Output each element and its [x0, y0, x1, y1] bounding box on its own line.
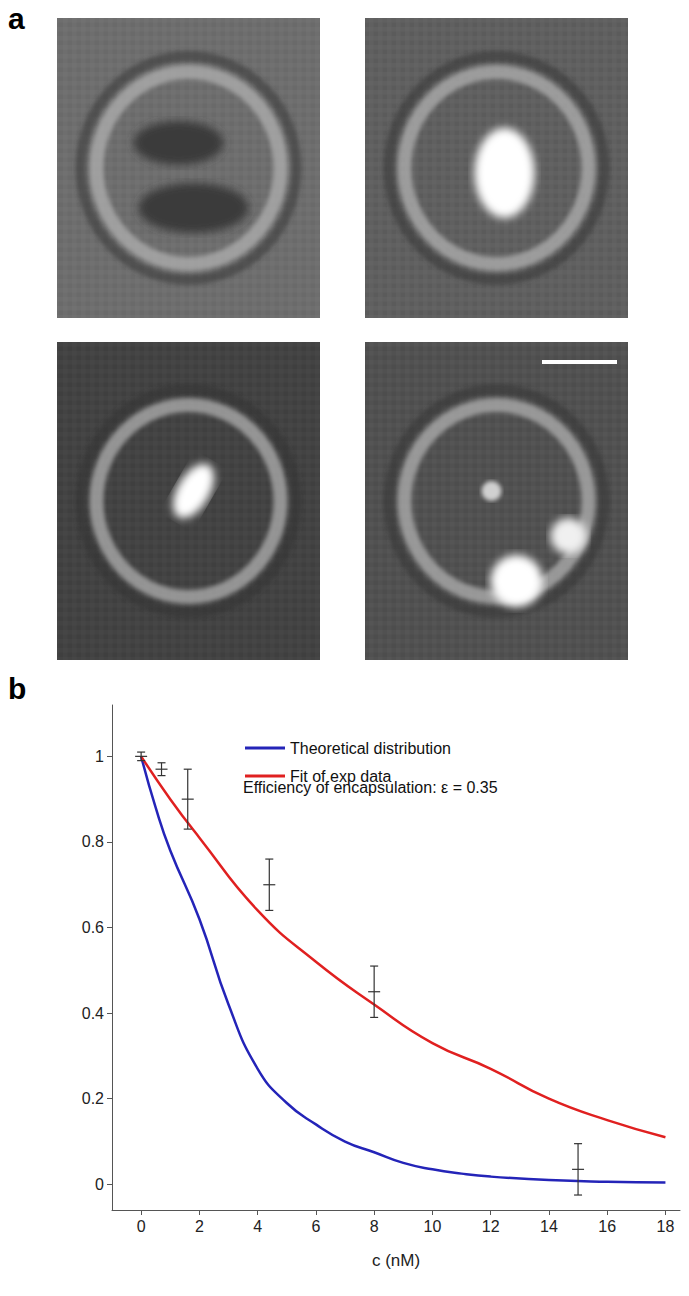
svg-text:0: 0	[137, 1218, 146, 1235]
svg-text:16: 16	[598, 1218, 616, 1235]
svg-text:c (nM): c (nM)	[372, 1251, 420, 1270]
svg-text:0.8: 0.8	[82, 833, 104, 850]
svg-text:0.6: 0.6	[82, 919, 104, 936]
svg-text:2: 2	[195, 1218, 204, 1235]
svg-text:0.2: 0.2	[82, 1090, 104, 1107]
html-text:a: a	[8, 2, 25, 35]
svg-text:10: 10	[424, 1218, 442, 1235]
svg-text:0: 0	[95, 1176, 104, 1193]
svg-text:Efficiency of encapsulation: ε: Efficiency of encapsulation: ε = 0.35	[243, 778, 498, 796]
svg-text:4: 4	[253, 1218, 262, 1235]
svg-text:0.4: 0.4	[82, 1005, 104, 1022]
svg-text:8: 8	[370, 1218, 379, 1235]
svg-text:Theoretical distribution: Theoretical distribution	[290, 740, 451, 757]
svg-text:14: 14	[540, 1218, 558, 1235]
svg-text:12: 12	[482, 1218, 500, 1235]
svg-text:1: 1	[95, 748, 104, 765]
svg-text:18: 18	[657, 1218, 675, 1235]
svg-text:Fit of exp data: Fit of exp data	[290, 768, 391, 785]
html-text:b: b	[8, 672, 27, 705]
svg-text:6: 6	[311, 1218, 320, 1235]
